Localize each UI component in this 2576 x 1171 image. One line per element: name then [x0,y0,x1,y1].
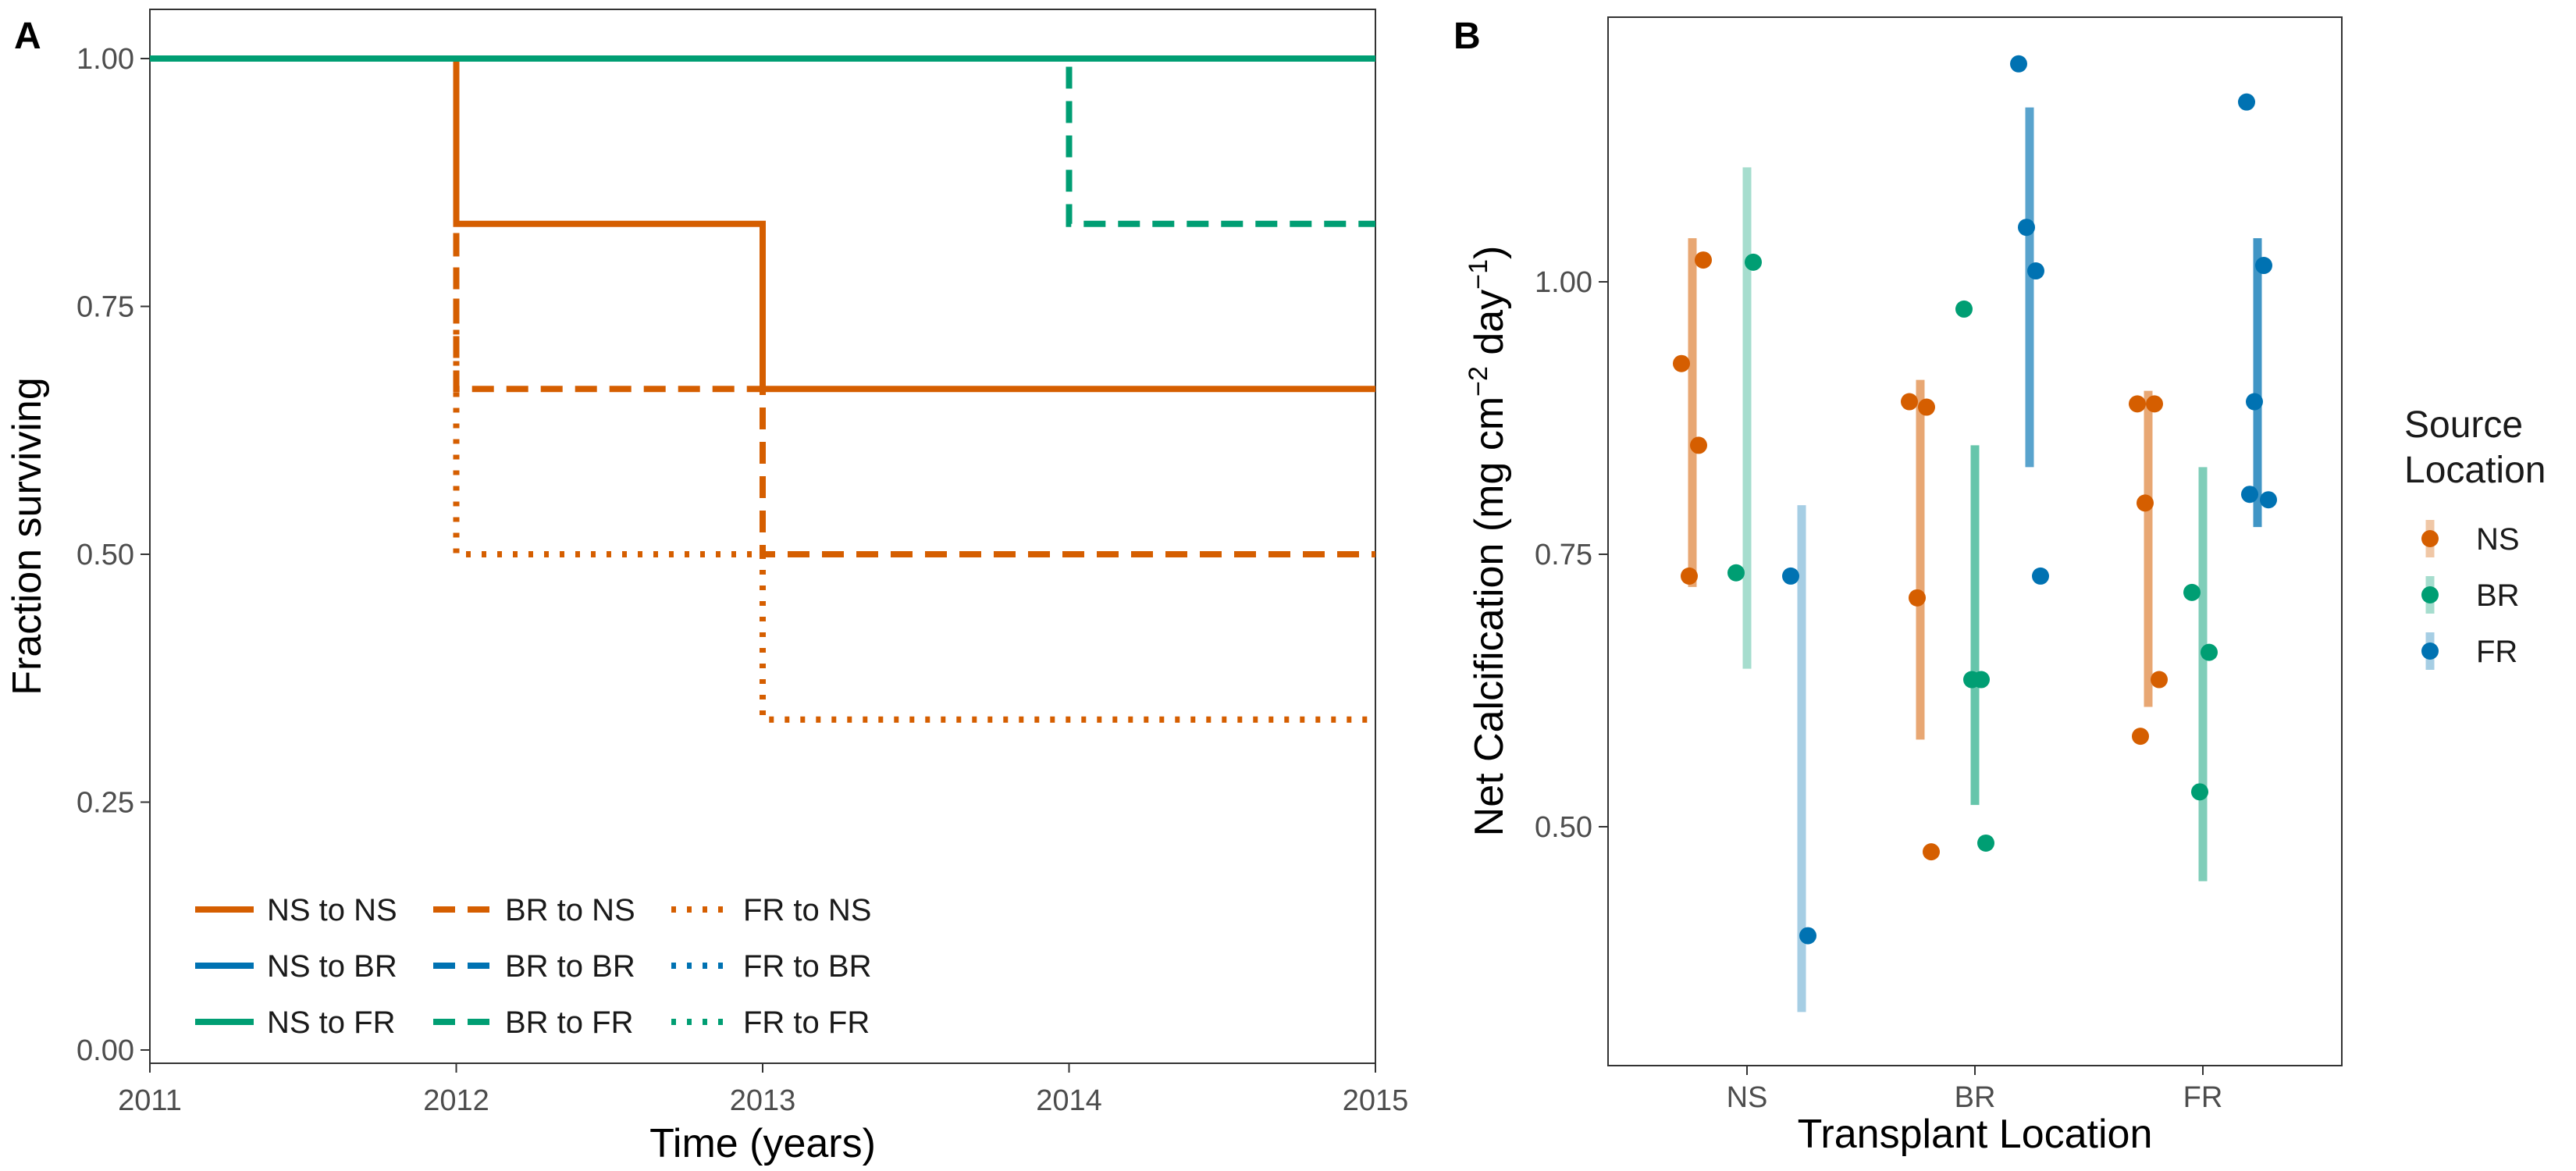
x-tick-label: 2011 [118,1084,182,1117]
legend-label: NS to BR [267,949,397,984]
data-point [2151,671,2168,689]
data-point [1782,567,1799,585]
y-title-part-3: ) [1467,246,1512,259]
y-tick-label: 1.00 [1535,266,1592,299]
legend-title-line-2: Location [2404,450,2546,491]
x-tick-label: 2014 [1036,1084,1102,1117]
data-point [1909,589,1926,607]
data-point [2191,783,2208,801]
panel-b-axes: NS BR FR 0.50 0.75 1.00 [1535,266,2222,1114]
panel-a-axes: 2011 2012 2013 2014 2015 0.00 0.25 0.50 0.75 1.00 [76,43,1408,1117]
data-point [1690,436,1707,454]
x-tick-label: 2013 [730,1084,796,1117]
panel-b-marks [1673,55,2277,1013]
data-point [2201,643,2218,661]
data-point [2027,262,2044,280]
data-point [1799,927,1816,945]
y-title-sup-1: −2 [1464,366,1493,397]
panel-a-legend: NS to NS NS to BR NS to FR BR to NS BR to BR… [195,893,871,1040]
y-title-part-2: day [1467,290,1512,366]
y-tick-label: 0.50 [76,539,134,571]
data-point [1955,300,1973,318]
data-point [1681,567,1698,585]
data-point [1963,671,1980,689]
panel-a-y-axis-title: Fraction surviving [5,377,50,695]
legend-label: BR to NS [505,893,635,927]
data-point [1745,253,1762,271]
data-point [2183,583,2201,601]
data-point [1901,393,1918,411]
data-point [2010,55,2027,73]
data-point [2032,567,2049,585]
y-title-sup-2: −1 [1464,259,1493,290]
x-tick-label: FR [2183,1081,2223,1114]
y-tick-label: 0.75 [76,291,134,324]
panel-a-x-axis-title: Time (years) [649,1121,876,1166]
x-tick-label: NS [1727,1081,1768,1114]
legend-label: NS [2476,522,2520,557]
legend-label: BR to BR [505,949,635,984]
panel-a-series [150,55,1375,723]
data-point [1923,843,1940,861]
data-point [1673,354,1690,372]
y-tick-label: 0.75 [1535,539,1592,571]
panel-b-label: B [1453,16,1481,57]
legend-label: BR [2476,578,2520,613]
y-tick-label: 0.50 [1535,811,1592,844]
legend-label: FR [2476,635,2517,669]
legend-title-line-1: Source [2404,404,2523,446]
x-tick-label: 2012 [423,1084,489,1117]
data-point [2255,257,2272,275]
legend-label: NS to FR [267,1005,395,1040]
legend-label: FR to BR [743,949,871,984]
data-point [2129,395,2146,413]
data-point [1977,834,1994,852]
legend-key-point [2421,642,2439,660]
x-tick-label: 2015 [1343,1084,1409,1117]
legend-label: NS to NS [267,893,397,927]
y-title-part-1: Net Calcification (mg cm [1467,397,1512,836]
survival-line-fr-to-ns [150,55,1375,723]
y-tick-label: 0.25 [76,787,134,820]
data-point [2241,486,2258,504]
survival-line-br-to-fr [150,55,1375,227]
x-tick-label: BR [1955,1081,1996,1114]
data-point [2238,93,2255,111]
legend-key-point [2421,586,2439,603]
panel-b-x-axis-title: Transplant Location [1798,1112,2153,1157]
data-point [2132,728,2149,746]
data-point [2260,491,2277,509]
legend-label: FR to NS [743,893,871,927]
data-point [1695,251,1712,269]
panel-a-label: A [14,16,41,57]
legend-label: FR to FR [743,1005,870,1040]
data-point [2246,393,2263,411]
legend-key-point [2421,530,2439,547]
data-point [1727,564,1745,582]
legend-label: BR to FR [505,1005,633,1040]
data-point [2146,395,2163,413]
y-tick-label: 0.00 [76,1034,134,1067]
data-point [2018,219,2035,237]
data-point [1918,398,1935,416]
y-tick-label: 1.00 [76,43,134,76]
panel-b-y-axis-title: Net Calcification (mg cm−2 day−1) [1464,246,1512,837]
data-point [2137,494,2154,512]
